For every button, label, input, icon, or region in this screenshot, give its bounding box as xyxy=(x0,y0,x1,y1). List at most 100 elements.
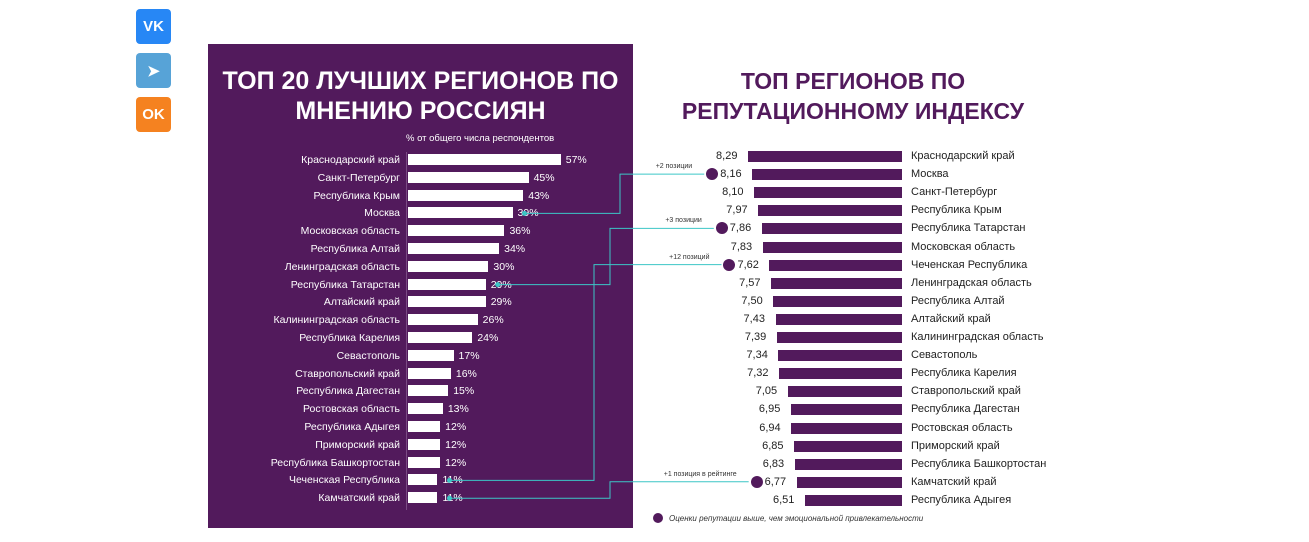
bar xyxy=(790,404,902,416)
bar xyxy=(758,205,902,217)
value-label: 7,34 xyxy=(746,349,768,362)
value-label: 17% xyxy=(458,349,480,362)
right-bar-row: 7,97 Республика Крым xyxy=(633,202,1073,220)
position-change-note: +1 позиция в рейтинге xyxy=(663,470,737,478)
bar-label: Республика Дагестан xyxy=(296,385,400,398)
bar xyxy=(773,295,902,307)
bar-label: Краснодарский край xyxy=(301,154,400,166)
bar-label: Санкт-Петербург xyxy=(317,171,400,184)
bar xyxy=(408,367,451,379)
bar-label: Приморский край xyxy=(315,438,400,451)
bar-label: Москва xyxy=(911,168,949,181)
bar-label: Москва xyxy=(364,207,400,220)
position-change-note: +12 позиций xyxy=(669,253,710,261)
value-label: 6,83 xyxy=(762,457,785,470)
bar xyxy=(408,225,505,237)
bar xyxy=(752,169,902,181)
right-bar-row: 8,16 Москва xyxy=(633,166,1073,184)
right-bar-row: 7,32 Республика Карелия xyxy=(633,365,1073,383)
bar-label: Республика Крым xyxy=(313,189,400,202)
right-bar-row: 6,51 Республика Адыгея xyxy=(633,492,1073,510)
right-bar-row: 6,85 Приморский край xyxy=(633,438,1073,456)
value-label: 7,86 xyxy=(729,222,752,235)
left-axis xyxy=(406,152,407,510)
bar xyxy=(805,494,902,506)
bar xyxy=(408,403,443,415)
value-label: 8,10 xyxy=(722,186,744,199)
left-bar-row: Алтайский край 29% xyxy=(208,293,633,311)
bar-label: Чеченская Республика xyxy=(289,474,400,487)
bar-label: Республика Карелия xyxy=(299,332,400,344)
bar-label: Камчатский край xyxy=(318,492,400,505)
bar-label: Алтайский край xyxy=(911,312,991,325)
left-bar-row: Чеченская Республика 11% xyxy=(208,471,633,489)
bar xyxy=(794,440,902,452)
bar xyxy=(794,458,902,470)
bar xyxy=(408,260,489,272)
value-label: 16% xyxy=(455,367,477,380)
bar-label: Республика Адыгея xyxy=(911,493,1012,506)
value-label: 8,29 xyxy=(716,150,738,162)
value-label: 7,62 xyxy=(737,258,759,271)
legend-text: Оценки репутации выше, чем эмоциональной… xyxy=(669,513,924,523)
legend-dot xyxy=(653,513,663,523)
bar xyxy=(776,332,902,343)
bar-label: Ставропольский край xyxy=(295,367,400,380)
left-bar-row: Севастополь 17% xyxy=(208,347,633,365)
value-label: 30% xyxy=(493,260,515,273)
value-label: 6,95 xyxy=(758,403,781,416)
highlight-dot xyxy=(706,168,719,181)
bar-label: Калининградская область xyxy=(273,314,400,327)
left-bar-row: Республика Татарстан 29% xyxy=(208,276,633,294)
bar-label: Республика Татарстан xyxy=(911,222,1026,235)
right-bar-row: 6,77 Камчатский край xyxy=(633,474,1073,492)
highlight-dot xyxy=(715,222,728,235)
right-bar-row: 7,50 Республика Алтай xyxy=(633,293,1073,311)
left-bar-row: Ленинградская область 30% xyxy=(208,258,633,276)
bar-label: Севастополь xyxy=(336,349,400,362)
bar-label: Камчатский край xyxy=(911,475,997,488)
value-label: 12% xyxy=(445,421,467,433)
value-label: 34% xyxy=(504,243,526,255)
bar xyxy=(408,314,478,326)
left-chart-title: ТОП 20 ЛУЧШИХ РЕГИОНОВ ПО МНЕНИЮ РОССИЯН xyxy=(222,67,619,125)
bar-label: Ленинградская область xyxy=(284,260,400,273)
value-label: 15% xyxy=(453,385,475,398)
value-label: 7,57 xyxy=(739,276,761,289)
left-bar-row: Калининградская область 26% xyxy=(208,311,633,329)
right-bar-row: 8,10 Санкт-Петербург xyxy=(633,184,1073,202)
ok-share-button[interactable]: OK xyxy=(136,97,171,132)
bar xyxy=(408,171,529,183)
bar xyxy=(408,332,473,343)
value-label: 7,50 xyxy=(741,294,763,307)
position-change-note: +3 позиции xyxy=(665,217,702,225)
bar xyxy=(762,241,902,253)
bar xyxy=(408,385,449,397)
bar-label: Ленинградская область xyxy=(911,276,1032,289)
bar-label: Республика Алтай xyxy=(310,243,400,255)
value-label: 7,32 xyxy=(747,367,769,380)
value-label: 43% xyxy=(528,189,550,202)
right-bar-row: 7,34 Севастополь xyxy=(633,347,1073,365)
bar-label: Республика Башкортостан xyxy=(270,456,400,469)
telegram-share-button[interactable]: ➤ xyxy=(136,53,171,88)
bar xyxy=(778,350,902,362)
bar-label: Республика Татарстан xyxy=(290,278,400,291)
bar xyxy=(408,456,441,468)
value-label: 57% xyxy=(565,154,587,166)
right-bar-row: 7,43 Алтайский край xyxy=(633,311,1073,329)
value-label: 13% xyxy=(447,403,469,416)
bar xyxy=(771,277,902,289)
bar xyxy=(408,421,441,432)
legend: Оценки репутации выше, чем эмоциональной… xyxy=(653,513,923,523)
bar xyxy=(408,349,454,361)
bar xyxy=(408,438,441,450)
value-label: 8,16 xyxy=(720,168,742,181)
value-label: 6,85 xyxy=(762,439,784,452)
value-label: 6,94 xyxy=(759,421,781,434)
bar-label: Алтайский край xyxy=(323,296,400,309)
bar-label: Краснодарский край xyxy=(911,150,1015,162)
left-bar-row: Москва 39% xyxy=(208,204,633,222)
bar-label: Республика Алтай xyxy=(911,294,1005,307)
vk-share-button[interactable]: VK xyxy=(136,9,171,44)
